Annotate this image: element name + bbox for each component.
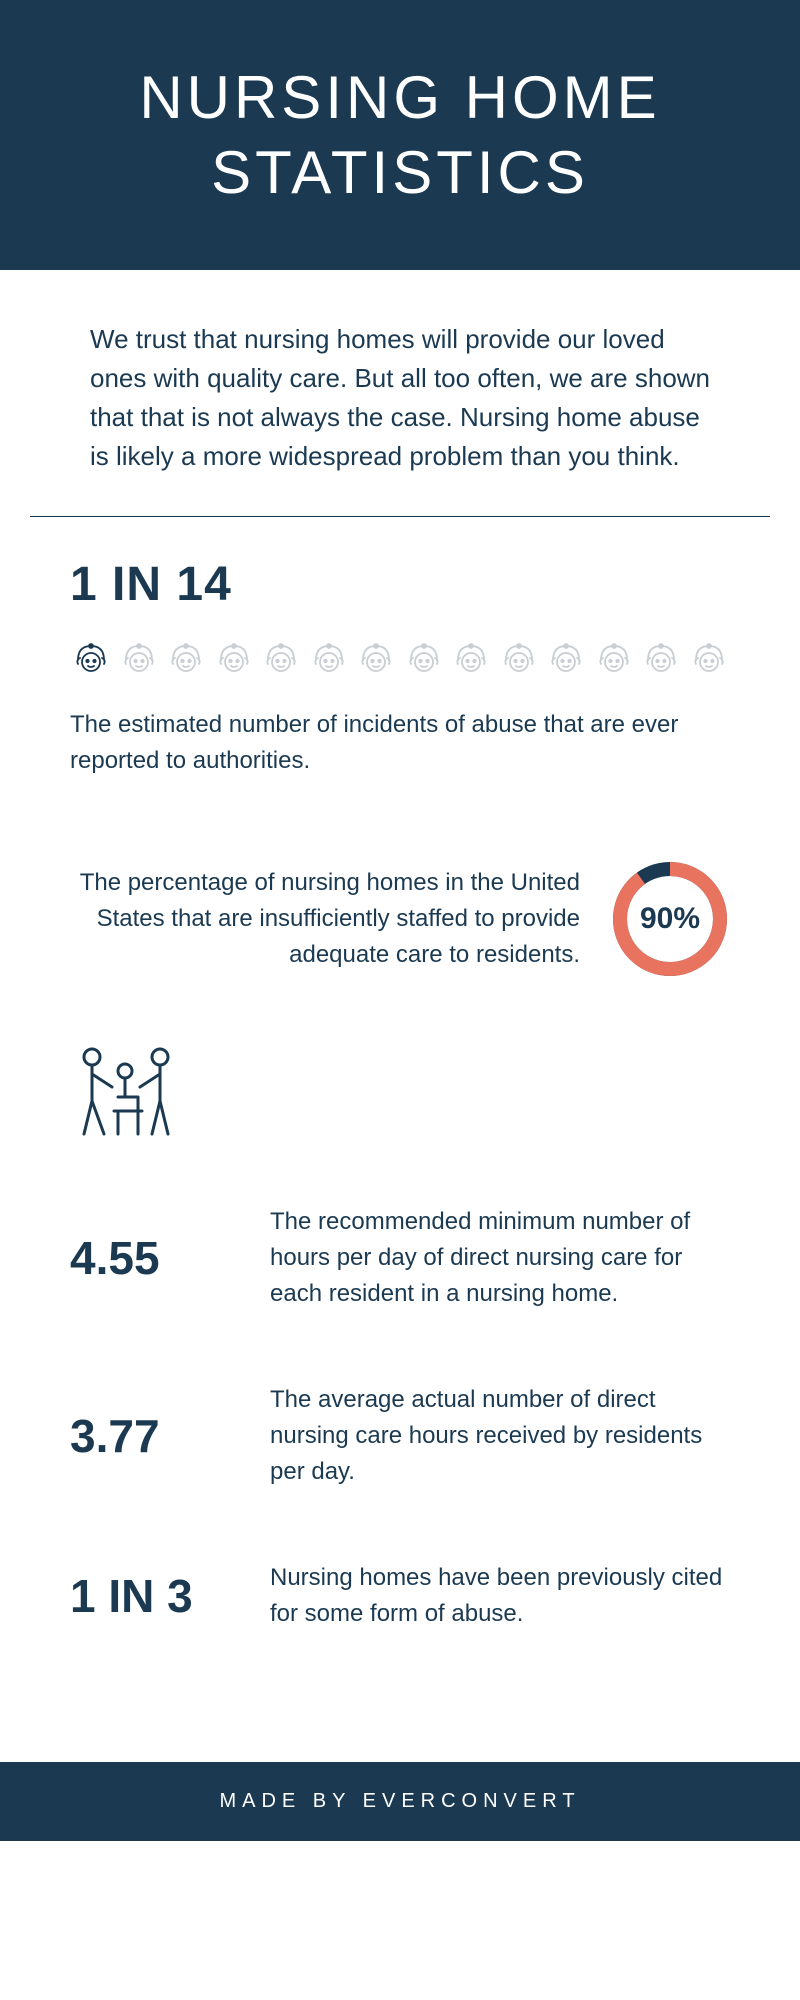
intro-paragraph: We trust that nursing homes will provide… — [30, 270, 770, 517]
stat4-row: 3.77 The average actual number of direct… — [70, 1382, 730, 1490]
donut-value: 90% — [640, 902, 700, 936]
person-icon — [70, 632, 112, 682]
stat1-heading: 1 IN 14 — [70, 557, 730, 612]
stat3-row: 4.55 The recommended minimum number of h… — [70, 1204, 730, 1312]
person-icon — [498, 632, 540, 682]
person-icon — [450, 632, 492, 682]
people-icon-row — [70, 632, 730, 682]
stat5-number: 1 IN 3 — [70, 1569, 220, 1623]
stat5-row: 1 IN 3 Nursing homes have been previousl… — [70, 1560, 730, 1632]
person-icon — [165, 632, 207, 682]
stat3-description: The recommended minimum number of hours … — [270, 1204, 730, 1312]
person-icon — [593, 632, 635, 682]
person-icon — [545, 632, 587, 682]
person-icon — [118, 632, 160, 682]
person-icon — [640, 632, 682, 682]
stat2-description: The percentage of nursing homes in the U… — [70, 865, 580, 973]
person-icon — [213, 632, 255, 682]
stat3-number: 4.55 — [70, 1231, 220, 1285]
stat1-description: The estimated number of incidents of abu… — [70, 707, 730, 779]
person-icon — [403, 632, 445, 682]
content-area: 1 IN 14 The estimated number of incident… — [0, 517, 800, 1762]
stat4-number: 3.77 — [70, 1409, 220, 1463]
person-icon — [688, 632, 730, 682]
donut-chart: 90% — [610, 859, 730, 979]
footer: MADE BY EVERCONVERT — [0, 1762, 800, 1841]
stat2-block: The percentage of nursing homes in the U… — [70, 859, 730, 979]
stat5-description: Nursing homes have been previously cited… — [270, 1560, 730, 1632]
person-icon — [355, 632, 397, 682]
caregiving-icon — [70, 1039, 730, 1154]
header: NURSING HOME STATISTICS — [0, 0, 800, 270]
page-title: NURSING HOME STATISTICS — [40, 60, 760, 210]
person-icon — [308, 632, 350, 682]
stat4-description: The average actual number of direct nurs… — [270, 1382, 730, 1490]
person-icon — [260, 632, 302, 682]
